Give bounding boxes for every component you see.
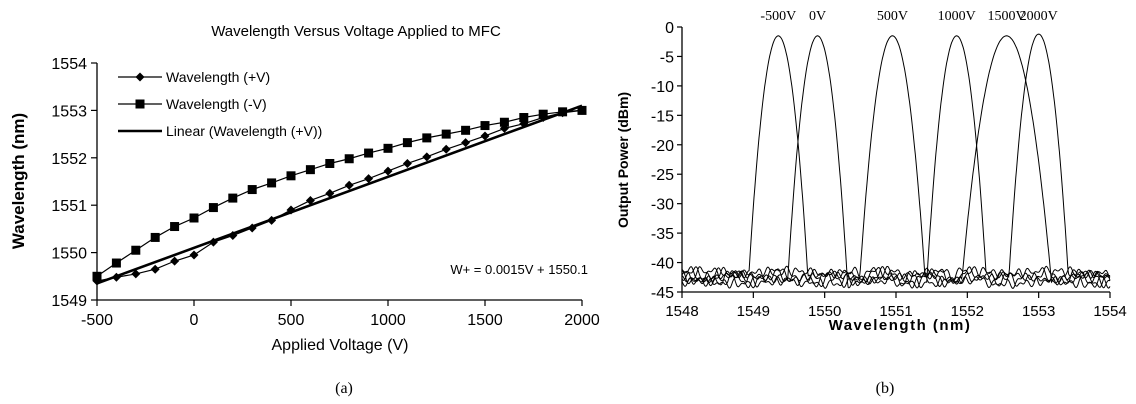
chart-a-y-label: Wavelength (nm) [9, 113, 28, 249]
legend-label-1: Wavelength (+V) [166, 69, 270, 85]
chart-a-point-square [92, 271, 102, 281]
chart-a-point-diamond [402, 158, 412, 168]
chart-a-point-square [519, 113, 529, 123]
caption-b: (b) [876, 380, 895, 397]
chart-b-y-label: Output Power (dBm) [615, 92, 631, 228]
chart-b-x-tick-label: 1549 [737, 303, 770, 320]
chart-a-point-diamond [422, 152, 432, 162]
chart-a-point-diamond [383, 166, 393, 176]
peak-label-6: 2000V [1020, 9, 1058, 24]
chart-a-point-diamond [247, 223, 257, 233]
chart-b-x-tick-label: 1554 [1093, 303, 1126, 320]
chart-a-point-square [267, 178, 277, 188]
chart-b-y-tick-label: -35 [651, 226, 674, 243]
chart-a-point-square [135, 99, 145, 109]
chart-a-point-square [189, 213, 199, 223]
chart-b-y-tick-label: -40 [651, 256, 674, 273]
chart-a-y-tick-label: 1549 [51, 293, 87, 310]
chart-a-point-square [247, 185, 257, 195]
chart-a-point-square [344, 154, 354, 164]
chart-b-y-tick-label: -10 [651, 79, 674, 96]
chart-b-y-tick-label: -45 [651, 285, 674, 302]
chart-a-point-square [170, 222, 180, 232]
chart-a-point-square [305, 165, 315, 175]
chart-b-x-tick-label: 1548 [665, 303, 698, 320]
chart-a-point-square [499, 117, 509, 127]
spectrum-line-4 [681, 35, 1111, 289]
peak-label-3: 500V [877, 9, 908, 24]
chart-a-point-square [441, 129, 451, 139]
chart-a-point-diamond [344, 180, 354, 190]
chart-a-point-diamond [150, 264, 160, 274]
chart-a-point-diamond [170, 256, 180, 266]
chart-b-y-tick-label: -30 [651, 197, 674, 214]
spectrum-line-1 [681, 35, 1111, 289]
chart-a-legend: Wavelength (+V) Wavelength (-V) Linear (Wa… [118, 69, 322, 139]
chart-a-point-square [131, 245, 141, 255]
chart-b-x-tick-label: 1552 [951, 303, 984, 320]
chart-a-point-square [228, 193, 238, 203]
peak-label-5: 1500V [988, 9, 1026, 24]
chart-a-point-diamond [461, 138, 471, 148]
chart-a-x-tick-label: 1000 [370, 312, 406, 329]
chart-a-point-diamond [480, 131, 490, 141]
peak-label-2: 0V [809, 9, 826, 24]
chart-a-point-square [480, 121, 490, 131]
chart-a-point-square [383, 143, 393, 153]
chart-b-x-tick-label: 1553 [1022, 303, 1055, 320]
chart-a-x-label: Applied Voltage (V) [272, 337, 409, 354]
chart-b-y-tick-label: -20 [651, 138, 674, 155]
chart-a-x-tick-label: 500 [278, 312, 305, 329]
chart-a-point-square [577, 105, 587, 115]
chart-a-point-square [538, 109, 548, 119]
peak-label-1: -500V [760, 9, 796, 24]
chart-b-y-tick-label: -15 [651, 108, 674, 125]
chart-a-x-tick-label: 2000 [564, 312, 600, 329]
spectrum-line-6 [681, 33, 1111, 289]
chart-a-y-tick-label: 1550 [51, 246, 87, 263]
chart-a-point-square [402, 138, 412, 148]
chart-a-point-square [286, 171, 296, 181]
chart-a-y-tick-label: 1552 [51, 151, 87, 168]
legend-label-3: Linear (Wavelength (+V)) [166, 123, 322, 139]
chart-a-point-square [325, 158, 335, 168]
spectrum-line-2 [681, 35, 1111, 289]
panel-b-output-power-spectrum: 0 -5 -10 -15 -20 -25 -30 -35 -40 -45 1548 1549 1550… [615, 9, 1127, 397]
chart-b-y-tick-label: -5 [660, 49, 674, 66]
chart-a-x-tick-label: 1500 [467, 312, 503, 329]
chart-a-title: Wavelength Versus Voltage Applied to MFC [211, 23, 501, 40]
chart-a-point-diamond [305, 195, 315, 205]
panel-a-wavelength-vs-voltage: Wavelength Versus Voltage Applied to MFC… [9, 23, 600, 397]
chart-a-point-square [150, 232, 160, 242]
chart-a-point-square [422, 133, 432, 143]
chart-a-x-tick-label: 0 [190, 312, 199, 329]
chart-a-y-tick-label: 1551 [51, 198, 87, 215]
chart-b-x-tick-label: 1550 [808, 303, 841, 320]
chart-a-point-diamond [131, 269, 141, 279]
chart-a-point-diamond [135, 72, 145, 82]
chart-a-point-square [364, 148, 374, 158]
legend-label-2: Wavelength (-V) [166, 96, 267, 112]
chart-a-point-diamond [325, 188, 335, 198]
chart-a-point-square [461, 125, 471, 135]
spectrum-line-3 [681, 35, 1111, 289]
chart-a-point-diamond [441, 144, 451, 154]
chart-b-x-label: Wavelength (nm) [829, 317, 972, 334]
chart-a-point-diamond [189, 250, 199, 260]
chart-b-y-tick-label: 0 [665, 20, 674, 37]
chart-b-x-tick-label: 1551 [879, 303, 912, 320]
chart-a-equation: W+ = 0.0015V + 1550.1 [450, 262, 588, 277]
peak-label-4: 1000V [938, 9, 976, 24]
spectrum-line-5 [681, 35, 1111, 289]
chart-a-y-tick-label: 1554 [51, 56, 87, 73]
chart-b-y-tick-label: -25 [651, 167, 674, 184]
chart-a-point-square [111, 258, 121, 268]
chart-a-series-line-3 [96, 104, 583, 285]
caption-a: (a) [335, 380, 353, 397]
chart-a-point-square [208, 203, 218, 213]
chart-a-x-tick-label: -500 [81, 312, 113, 329]
chart-a-point-diamond [364, 174, 374, 184]
chart-a-y-tick-label: 1553 [51, 103, 87, 120]
